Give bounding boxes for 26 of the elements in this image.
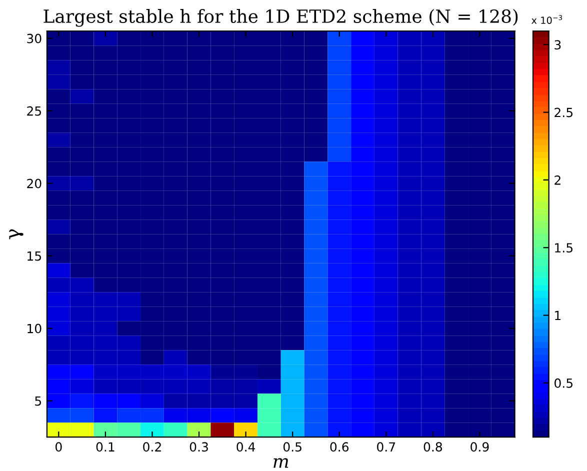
color-bar-label: 2 xyxy=(554,175,560,185)
x-tick-label: 0 xyxy=(56,442,62,452)
color-bar-label: 2.5 xyxy=(554,108,572,118)
x-tick-label: 0.7 xyxy=(377,442,396,452)
x-tick-label: 0.9 xyxy=(470,442,489,452)
text: x 10$^{−3}$ xyxy=(532,15,562,24)
y-tick-label: 20 xyxy=(27,178,42,188)
x-axis-title: m xyxy=(274,458,288,468)
x-tick-label: 0.2 xyxy=(143,442,161,452)
x-tick-label: 0.6 xyxy=(330,442,349,452)
y-tick-label: 10 xyxy=(28,324,42,334)
y-tick-label: 30 xyxy=(27,34,42,44)
x-tick-label: 0.8 xyxy=(424,442,442,452)
color-bar-label: 0.5 xyxy=(554,378,572,388)
chart-title: Largest stable h for the 1D ETD2 scheme (N = 128) xyxy=(44,9,518,27)
color-bar-label: 1 xyxy=(555,310,561,320)
x-tick-label: 0.4 xyxy=(236,442,256,452)
x-tick-label: 0.3 xyxy=(190,442,208,452)
y-axis-title: γ xyxy=(9,229,24,240)
color-bar-label: 3 xyxy=(554,40,561,50)
y-tick-label: 15 xyxy=(28,251,42,261)
x-tick-label: 0.1 xyxy=(96,442,114,452)
y-tick-label: 25 xyxy=(27,106,42,116)
x-tick-label: 0.5 xyxy=(283,442,302,452)
color-bar-label: 1.5 xyxy=(555,243,572,253)
y-tick-label: 5 xyxy=(35,396,42,406)
